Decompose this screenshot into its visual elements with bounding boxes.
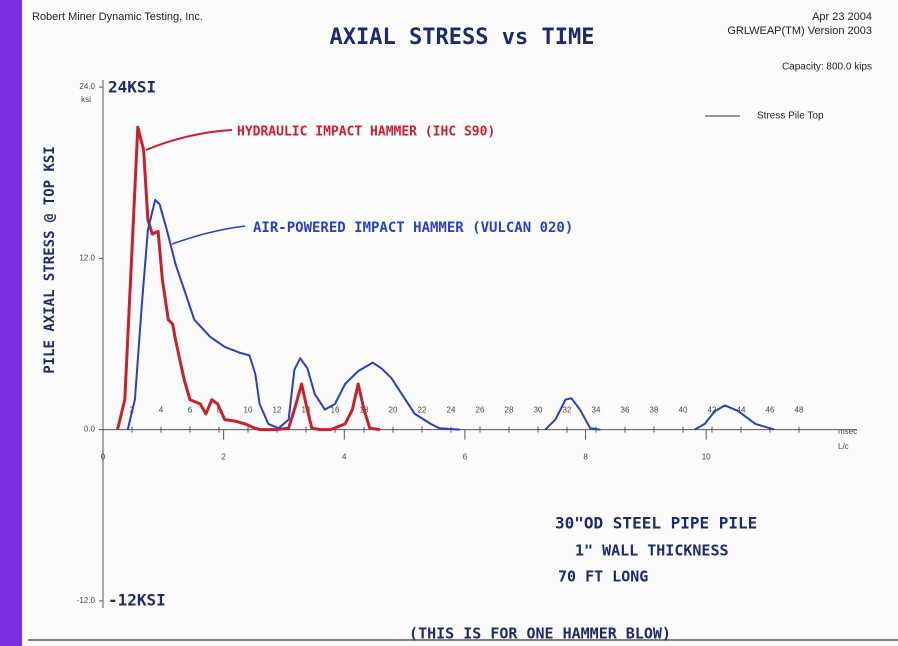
x-tick-label: 28 [505,406,514,415]
y-tick-label: 0.0 [84,425,96,434]
x-tick-label: 42 [708,406,717,415]
x2-tick-label: 10 [702,453,711,462]
series-line [126,198,775,431]
red-arrow [145,129,233,151]
version: GRLWEAP(TM) Version 2003 [727,25,872,37]
left-border [0,0,22,646]
x-tick-label: 46 [766,406,775,415]
date: Apr 23 2004 [812,11,872,23]
x2-tick-label: 2 [221,453,226,462]
y-tick-label: -12.0 [77,596,96,605]
note-line: 30"OD STEEL PIPE PILE [555,514,757,533]
blue-arrow [171,225,246,245]
note-line: 1" WALL THICKNESS [575,542,729,560]
series-line [116,125,381,432]
x-tick-label: 10 [244,406,253,415]
company: Robert Miner Dynamic Testing, Inc. [32,11,203,23]
x-tick-label: 22 [418,406,427,415]
x2-tick-label: 6 [463,453,468,462]
y-tick-label: 12.0 [79,253,95,262]
x2-tick-label: 8 [583,453,588,462]
note-line: 70 FT LONG [558,568,648,586]
legend-label: Stress Pile Top [757,111,824,122]
x-axis-label: msec [838,427,857,436]
footer-note: (THIS IS FOR ONE HAMMER BLOW) [409,625,671,643]
x-tick-label: 12 [273,406,282,415]
x2-tick-label: 4 [342,453,347,462]
y-tick-label: 24.0 [79,82,95,91]
x-tick-label: 6 [188,406,193,415]
capacity: Capacity: 800.0 kips [782,62,872,73]
x-tick-label: 36 [621,406,630,415]
x-tick-label: 20 [389,406,398,415]
x2-axis-label: L/c [838,442,849,451]
x-tick-label: 34 [592,406,601,415]
x-tick-label: 16 [331,406,340,415]
x-tick-label: 32 [563,406,572,415]
y-axis-label: PILE AXIAL STRESS @ TOP KSI [42,146,58,374]
x-tick-label: 48 [795,406,804,415]
x-tick-label: 38 [650,406,659,415]
red-annotation: HYDRAULIC IMPACT HAMMER (IHC S90) [237,125,495,140]
x-tick-label: 44 [737,406,746,415]
x-tick-label: 40 [679,406,688,415]
y-unit: ksi [81,95,91,104]
blue-annotation: AIR-POWERED IMPACT HAMMER (VULCAN 020) [253,220,573,236]
y-bottom-note: -12KSI [108,591,166,610]
y-top-note: 24KSI [108,78,156,97]
x-tick-label: 4 [159,406,164,415]
x-tick-label: 24 [447,406,456,415]
x-tick-label: 30 [534,406,543,415]
x2-tick-label: 0 [101,453,106,462]
x-tick-label: 26 [476,406,485,415]
chart-title: AXIAL STRESS vs TIME [330,25,595,50]
